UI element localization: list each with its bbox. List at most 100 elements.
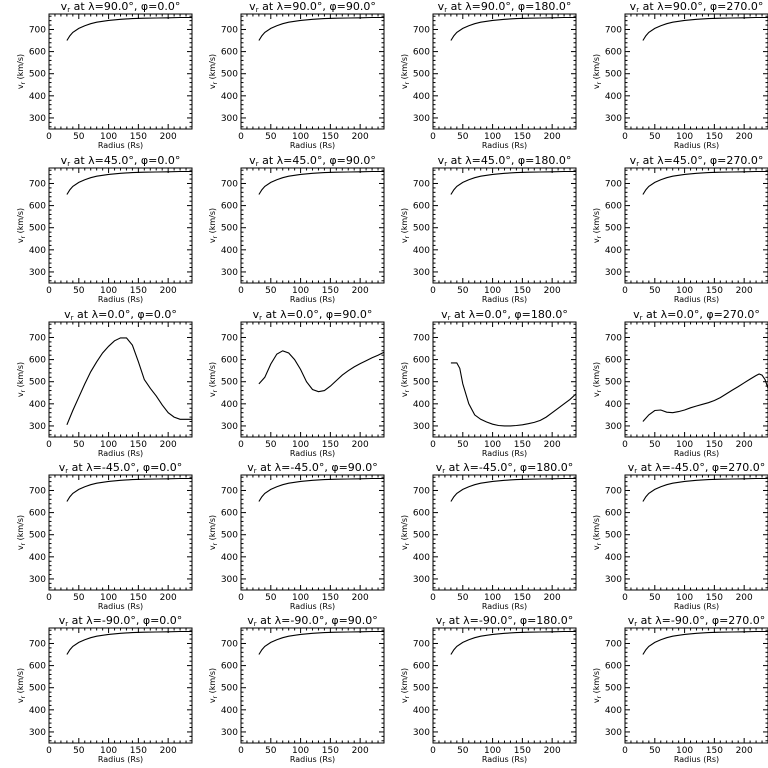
y-tick-label: 500 bbox=[221, 224, 238, 234]
y-tick-label: 700 bbox=[413, 25, 430, 35]
y-tick-label: 500 bbox=[605, 684, 622, 694]
x-tick-label: 50 bbox=[457, 132, 469, 142]
subplot: vr at λ=45.0°, φ=0.0° 0 50 100 150 200 300 400 5… bbox=[16, 154, 193, 304]
y-tick-label: 300 bbox=[413, 268, 430, 278]
x-tick-label: 0 bbox=[430, 746, 436, 756]
subplot: vr at λ=0.0°, φ=180.0° 0 50 100 150 200 300 400… bbox=[400, 308, 577, 458]
subplot: vr at λ=0.0°, φ=270.0° 0 50 100 150 200 300 400… bbox=[592, 308, 768, 458]
x-tick-label: 150 bbox=[706, 286, 723, 296]
subplot-title: vr at λ=90.0°, φ=0.0° bbox=[61, 0, 181, 14]
y-tick-label: 700 bbox=[413, 179, 430, 189]
y-axis-label: vr (km/s) bbox=[208, 515, 219, 550]
y-tick-label: 600 bbox=[29, 48, 46, 58]
y-tick-label: 400 bbox=[221, 400, 238, 410]
y-axis-label: vr (km/s) bbox=[592, 668, 603, 703]
y-tick-label: 700 bbox=[605, 486, 622, 496]
x-tick-label: 200 bbox=[352, 746, 369, 756]
plot-frame bbox=[48, 321, 193, 438]
y-tick-label: 600 bbox=[605, 202, 622, 212]
y-tick-label: 500 bbox=[29, 684, 46, 694]
subplot-title: vr at λ=-45.0°, φ=90.0° bbox=[247, 461, 378, 475]
y-tick-label: 300 bbox=[605, 575, 622, 585]
x-axis-label: Radius (Rs) bbox=[290, 449, 335, 458]
x-tick-label: 50 bbox=[649, 286, 661, 296]
y-tick-label: 500 bbox=[413, 531, 430, 541]
y-tick-label: 600 bbox=[605, 662, 622, 672]
y-tick-label: 600 bbox=[29, 202, 46, 212]
x-tick-label: 200 bbox=[544, 746, 561, 756]
x-tick-label: 150 bbox=[706, 746, 723, 756]
plot-frame bbox=[240, 474, 385, 591]
subplot-title: vr at λ=90.0°, φ=90.0° bbox=[249, 0, 376, 14]
subplot: vr at λ=90.0°, φ=90.0° 0 50 100 150 200 300 400… bbox=[208, 0, 385, 150]
y-tick-label: 700 bbox=[29, 25, 46, 35]
plot-frame bbox=[432, 321, 577, 438]
y-tick-label: 600 bbox=[605, 509, 622, 519]
y-tick-label: 700 bbox=[413, 486, 430, 496]
y-tick-label: 400 bbox=[29, 400, 46, 410]
plot-frame bbox=[48, 474, 193, 591]
y-tick-label: 700 bbox=[605, 333, 622, 343]
x-tick-label: 0 bbox=[622, 746, 628, 756]
x-tick-label: 150 bbox=[322, 286, 339, 296]
x-tick-label: 150 bbox=[130, 593, 147, 603]
series-line bbox=[66, 170, 192, 195]
x-tick-label: 200 bbox=[736, 440, 753, 450]
y-tick-label: 300 bbox=[221, 422, 238, 432]
x-tick-label: 50 bbox=[73, 440, 85, 450]
plot-frame bbox=[432, 167, 577, 284]
x-tick-label: 50 bbox=[649, 593, 661, 603]
y-tick-label: 400 bbox=[605, 400, 622, 410]
series-line bbox=[642, 477, 768, 502]
x-tick-label: 100 bbox=[676, 132, 693, 142]
x-tick-label: 150 bbox=[514, 746, 531, 756]
y-tick-label: 300 bbox=[605, 114, 622, 124]
y-axis-label: vr (km/s) bbox=[208, 668, 219, 703]
y-tick-label: 500 bbox=[413, 684, 430, 694]
y-tick-label: 500 bbox=[605, 378, 622, 388]
x-axis-label: Radius (Rs) bbox=[98, 141, 143, 150]
subplot: vr at λ=-90.0°, φ=0.0° 0 50 100 150 200 300 400… bbox=[16, 614, 193, 764]
y-tick-label: 600 bbox=[221, 356, 238, 366]
x-tick-label: 50 bbox=[265, 746, 277, 756]
x-tick-label: 100 bbox=[100, 286, 117, 296]
y-tick-label: 500 bbox=[221, 70, 238, 80]
y-tick-label: 400 bbox=[29, 706, 46, 716]
x-tick-label: 200 bbox=[736, 746, 753, 756]
subplot: vr at λ=0.0°, φ=0.0° 0 50 100 150 200 300 400 50… bbox=[16, 308, 193, 458]
x-tick-label: 50 bbox=[649, 132, 661, 142]
x-tick-label: 100 bbox=[292, 440, 309, 450]
x-tick-label: 200 bbox=[160, 746, 177, 756]
y-tick-label: 600 bbox=[605, 356, 622, 366]
y-tick-label: 400 bbox=[221, 246, 238, 256]
x-tick-label: 100 bbox=[292, 132, 309, 142]
subplot: vr at λ=-90.0°, φ=270.0° 0 50 100 150 200 300 4… bbox=[592, 614, 768, 764]
y-axis-label: vr (km/s) bbox=[592, 515, 603, 550]
series-line bbox=[66, 337, 192, 426]
y-tick-label: 300 bbox=[29, 575, 46, 585]
y-tick-label: 300 bbox=[413, 422, 430, 432]
subplot: vr at λ=-45.0°, φ=180.0° 0 50 100 150 200 300 4… bbox=[400, 461, 577, 611]
x-tick-label: 200 bbox=[160, 593, 177, 603]
plot-frame bbox=[48, 627, 193, 744]
y-axis-label: vr (km/s) bbox=[208, 208, 219, 243]
y-tick-label: 500 bbox=[29, 224, 46, 234]
subplot-title: vr at λ=-45.0°, φ=0.0° bbox=[59, 461, 183, 475]
x-tick-label: 50 bbox=[457, 593, 469, 603]
x-tick-label: 50 bbox=[73, 593, 85, 603]
y-tick-label: 500 bbox=[29, 70, 46, 80]
y-tick-label: 700 bbox=[605, 25, 622, 35]
y-tick-label: 700 bbox=[605, 179, 622, 189]
subplot-title: vr at λ=-90.0°, φ=90.0° bbox=[247, 614, 378, 628]
x-axis-label: Radius (Rs) bbox=[290, 755, 335, 764]
y-tick-label: 400 bbox=[605, 246, 622, 256]
subplot: vr at λ=-45.0°, φ=270.0° 0 50 100 150 200 300 4… bbox=[592, 461, 768, 611]
y-tick-label: 300 bbox=[605, 268, 622, 278]
x-tick-label: 200 bbox=[160, 440, 177, 450]
x-tick-label: 50 bbox=[73, 746, 85, 756]
x-tick-label: 200 bbox=[544, 593, 561, 603]
y-tick-label: 600 bbox=[29, 356, 46, 366]
series-line bbox=[258, 350, 384, 393]
x-tick-label: 150 bbox=[706, 593, 723, 603]
